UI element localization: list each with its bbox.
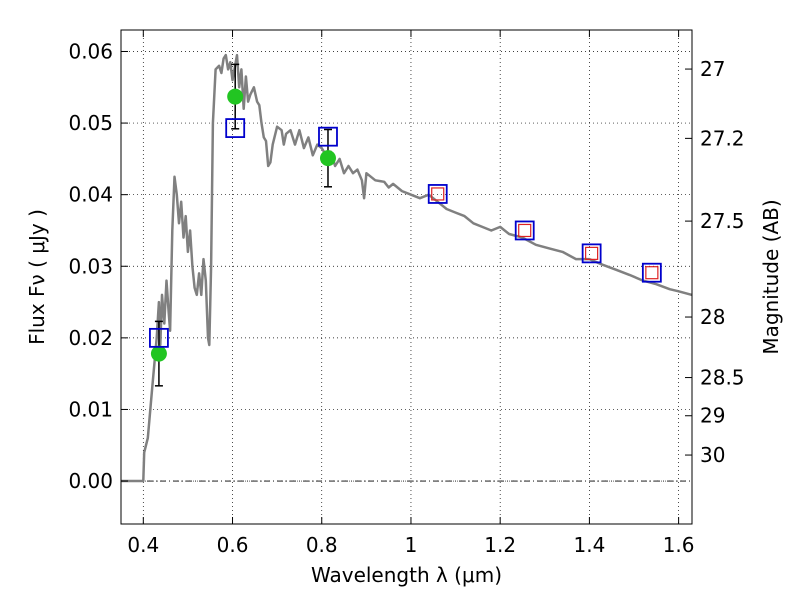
- magnitude-tick-label: 29: [700, 404, 725, 428]
- magnitude-tick-label: 27: [700, 57, 725, 81]
- y-tick-label: 0.03: [68, 254, 113, 278]
- spectrum-line: [121, 53, 693, 483]
- x-axis-label: Wavelength λ (μm): [311, 563, 502, 587]
- y-tick-label: 0.01: [68, 397, 113, 421]
- photometry-markers: [149, 88, 662, 362]
- y-tick-label: 0.04: [68, 183, 113, 207]
- y-tick-label: 0.06: [68, 39, 113, 63]
- x-tick-label: 1.4: [573, 533, 605, 557]
- y-tick-label: 0.05: [68, 111, 113, 135]
- x-tick-label: 1.2: [484, 533, 516, 557]
- magnitude-tick-label: 27.2: [700, 126, 745, 150]
- x-tick-label: 1: [405, 533, 418, 557]
- predicted-flux-square: [431, 187, 445, 201]
- model-spectrum: [121, 53, 693, 483]
- magnitude-tick-label: 30: [700, 443, 725, 467]
- model-flux-square: [641, 262, 662, 283]
- model-flux-square: [318, 126, 338, 147]
- magnitude-tick-label: 28: [700, 305, 725, 329]
- y-tick-label: 0.00: [68, 469, 113, 493]
- x-tick-label: 0.4: [127, 533, 159, 557]
- magnitude-axis-ticks: 27 27.2 27.5 28 28.5 29 30: [685, 57, 745, 467]
- x-axis-ticks: 0.4 0.6 0.8 1 1.2 1.4 1.6: [127, 30, 695, 557]
- observed-flux-point: [319, 150, 336, 167]
- y-axis-ticks: 0.00 0.01 0.02 0.03 0.04 0.05 0.06: [68, 39, 128, 493]
- model-flux-square: [225, 118, 246, 138]
- plot-frame: [120, 29, 693, 525]
- model-flux-square: [149, 327, 169, 348]
- x-tick-label: 0.8: [306, 533, 338, 557]
- predicted-flux-square: [585, 246, 599, 260]
- y-axis-label: Flux Fν ( μJy ): [25, 209, 49, 345]
- observed-flux-point: [227, 88, 244, 105]
- model-flux-square: [581, 243, 602, 264]
- model-flux-square: [427, 184, 448, 204]
- x-tick-label: 1.6: [663, 533, 695, 557]
- predicted-flux-square: [645, 266, 659, 280]
- magnitude-axis-label: Magnitude (AB): [759, 199, 783, 354]
- y-tick-label: 0.02: [68, 326, 113, 350]
- x-tick-label: 0.6: [217, 533, 249, 557]
- magnitude-tick-label: 27.5: [700, 209, 745, 233]
- predicted-flux-square: [518, 223, 532, 238]
- observed-flux-point: [150, 345, 167, 362]
- model-flux-square: [514, 220, 535, 241]
- magnitude-tick-label: 28.5: [700, 366, 745, 390]
